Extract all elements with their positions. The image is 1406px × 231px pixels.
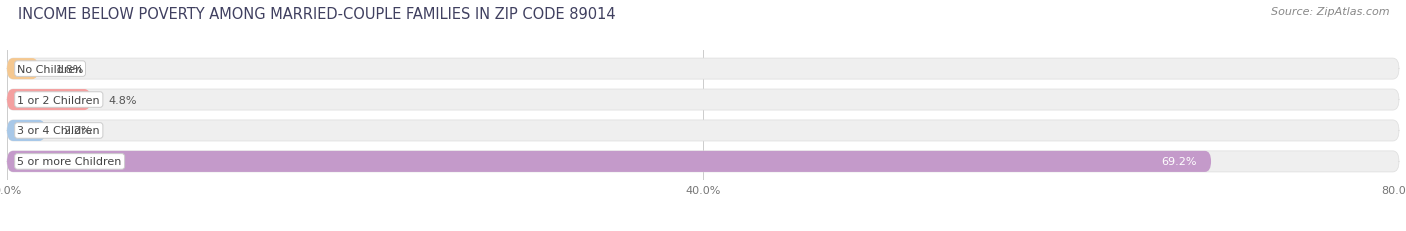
FancyBboxPatch shape	[7, 59, 1399, 80]
FancyBboxPatch shape	[7, 59, 38, 80]
Text: No Children: No Children	[17, 64, 83, 74]
FancyBboxPatch shape	[7, 90, 1399, 111]
Text: 3 or 4 Children: 3 or 4 Children	[17, 126, 100, 136]
FancyBboxPatch shape	[7, 120, 45, 141]
Text: 5 or more Children: 5 or more Children	[17, 157, 122, 167]
FancyBboxPatch shape	[7, 90, 90, 111]
FancyBboxPatch shape	[7, 151, 1211, 172]
FancyBboxPatch shape	[7, 151, 1399, 172]
Text: 1.8%: 1.8%	[56, 64, 84, 74]
Text: 1 or 2 Children: 1 or 2 Children	[17, 95, 100, 105]
FancyBboxPatch shape	[7, 120, 1399, 141]
Text: INCOME BELOW POVERTY AMONG MARRIED-COUPLE FAMILIES IN ZIP CODE 89014: INCOME BELOW POVERTY AMONG MARRIED-COUPL…	[18, 7, 616, 22]
Text: 4.8%: 4.8%	[108, 95, 136, 105]
Text: 2.2%: 2.2%	[63, 126, 91, 136]
Text: 69.2%: 69.2%	[1161, 157, 1197, 167]
Text: Source: ZipAtlas.com: Source: ZipAtlas.com	[1271, 7, 1389, 17]
